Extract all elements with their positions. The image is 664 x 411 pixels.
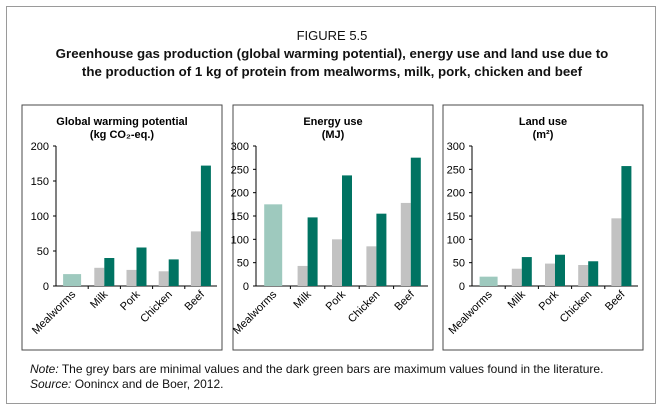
y-tick-label: 0 bbox=[459, 281, 465, 293]
bar-max-milk bbox=[521, 257, 532, 286]
x-category-label: Chicken bbox=[346, 289, 383, 326]
bar-min-beef bbox=[400, 202, 411, 286]
bar-min-beef bbox=[611, 218, 622, 286]
y-tick-label: 300 bbox=[231, 141, 249, 153]
bar-max-chicken bbox=[168, 259, 179, 286]
bar-min-pork bbox=[126, 269, 137, 286]
source-line: Source: Oonincx and de Boer, 2012. bbox=[30, 377, 603, 392]
figure-title-line-1: Greenhouse gas production (global warmin… bbox=[55, 46, 609, 61]
y-tick-label: 300 bbox=[447, 141, 465, 153]
bar-min-milk bbox=[94, 267, 105, 286]
chart-title: Energy use bbox=[303, 116, 362, 128]
y-tick-label: 50 bbox=[453, 258, 465, 270]
bar-max-pork bbox=[342, 175, 352, 286]
y-tick-label: 250 bbox=[231, 164, 249, 176]
x-category-label: Milk bbox=[506, 288, 529, 311]
y-tick-label: 0 bbox=[43, 281, 49, 293]
chart-panel-2: Energy use(MJ) 0 50 100 150 200 250 300 Mealworm… bbox=[231, 104, 434, 351]
x-category-label: Pork bbox=[118, 288, 143, 313]
y-tick-label: 200 bbox=[231, 188, 249, 200]
figure-title: Greenhouse gas production (global warmin… bbox=[0, 45, 664, 81]
figure-label: FIGURE 5.5 bbox=[296, 28, 368, 43]
x-category-label: Mealworms bbox=[446, 288, 495, 337]
x-category-label: Beef bbox=[392, 288, 417, 313]
y-tick-label: 50 bbox=[237, 258, 249, 270]
x-category-label: Chicken bbox=[138, 289, 175, 326]
x-category-label: Pork bbox=[537, 288, 562, 313]
x-category-label: Milk bbox=[88, 288, 111, 311]
chart-panel-1: Global warming potential(kg CO₂-eq.) 0 50 1… bbox=[21, 104, 223, 351]
note-text: The grey bars are minimal values and the… bbox=[61, 362, 604, 376]
chart-title: Global warming potential bbox=[56, 116, 187, 128]
x-category-label: Milk bbox=[291, 288, 314, 311]
y-tick-label: 150 bbox=[31, 176, 49, 188]
bar-mealworms bbox=[63, 274, 82, 286]
y-tick-label: 200 bbox=[447, 188, 465, 200]
y-tick-label: 150 bbox=[447, 211, 465, 223]
chart-panel-3: Land use(m²) 0 50 100 150 200 250 300 Mealworms M… bbox=[442, 104, 644, 351]
note-prefix: Note: bbox=[30, 362, 59, 376]
bar-mealworms bbox=[479, 276, 498, 286]
source-text: Oonincx and de Boer, 2012. bbox=[74, 377, 224, 391]
bar-min-milk bbox=[511, 268, 522, 286]
bar-min-chicken bbox=[578, 265, 589, 286]
bar-mealworms bbox=[264, 204, 283, 286]
bar-max-pork bbox=[555, 254, 565, 286]
chart-panel-border bbox=[21, 104, 223, 351]
bar-max-chicken bbox=[588, 261, 599, 286]
y-tick-label: 0 bbox=[243, 281, 249, 293]
chart-unit: (MJ) bbox=[322, 129, 345, 141]
figure-note: Note: The grey bars are minimal values a… bbox=[30, 362, 603, 392]
x-category-label: Mealworms bbox=[231, 288, 280, 337]
figure-title-line-2: the production of 1 kg of protein from m… bbox=[81, 64, 583, 79]
bar-min-milk bbox=[297, 265, 308, 286]
bar-min-chicken bbox=[158, 271, 169, 286]
x-category-label: Beef bbox=[183, 288, 208, 313]
y-tick-label: 100 bbox=[31, 211, 49, 223]
y-tick-label: 250 bbox=[447, 164, 465, 176]
chart-title: Land use bbox=[519, 116, 567, 128]
bar-min-pork bbox=[545, 263, 555, 286]
x-category-label: Mealworms bbox=[30, 288, 79, 337]
y-tick-label: 100 bbox=[447, 234, 465, 246]
bar-max-beef bbox=[621, 166, 632, 286]
figure-frame bbox=[6, 6, 656, 404]
bar-max-beef bbox=[410, 157, 421, 286]
bar-max-beef bbox=[200, 165, 211, 286]
chart-unit: (m²) bbox=[533, 129, 554, 141]
bar-min-pork bbox=[332, 239, 342, 286]
y-tick-label: 100 bbox=[231, 234, 249, 246]
chart-unit: (kg CO₂-eq.) bbox=[90, 129, 155, 141]
bar-max-chicken bbox=[376, 213, 387, 286]
y-tick-label: 200 bbox=[31, 141, 49, 153]
bar-min-beef bbox=[190, 231, 201, 286]
x-category-label: Beef bbox=[603, 288, 628, 313]
bar-max-milk bbox=[307, 217, 318, 286]
bar-min-chicken bbox=[366, 246, 377, 286]
chart-panel-border bbox=[442, 104, 644, 351]
source-prefix: Source: bbox=[30, 377, 72, 391]
y-tick-label: 50 bbox=[37, 246, 49, 258]
bar-max-pork bbox=[136, 247, 147, 286]
x-category-label: Chicken bbox=[558, 289, 595, 326]
chart-panel-border bbox=[232, 104, 434, 351]
bar-max-milk bbox=[104, 258, 115, 286]
y-tick-label: 150 bbox=[231, 211, 249, 223]
x-category-label: Pork bbox=[324, 288, 349, 313]
note-line: Note: The grey bars are minimal values a… bbox=[30, 362, 603, 377]
